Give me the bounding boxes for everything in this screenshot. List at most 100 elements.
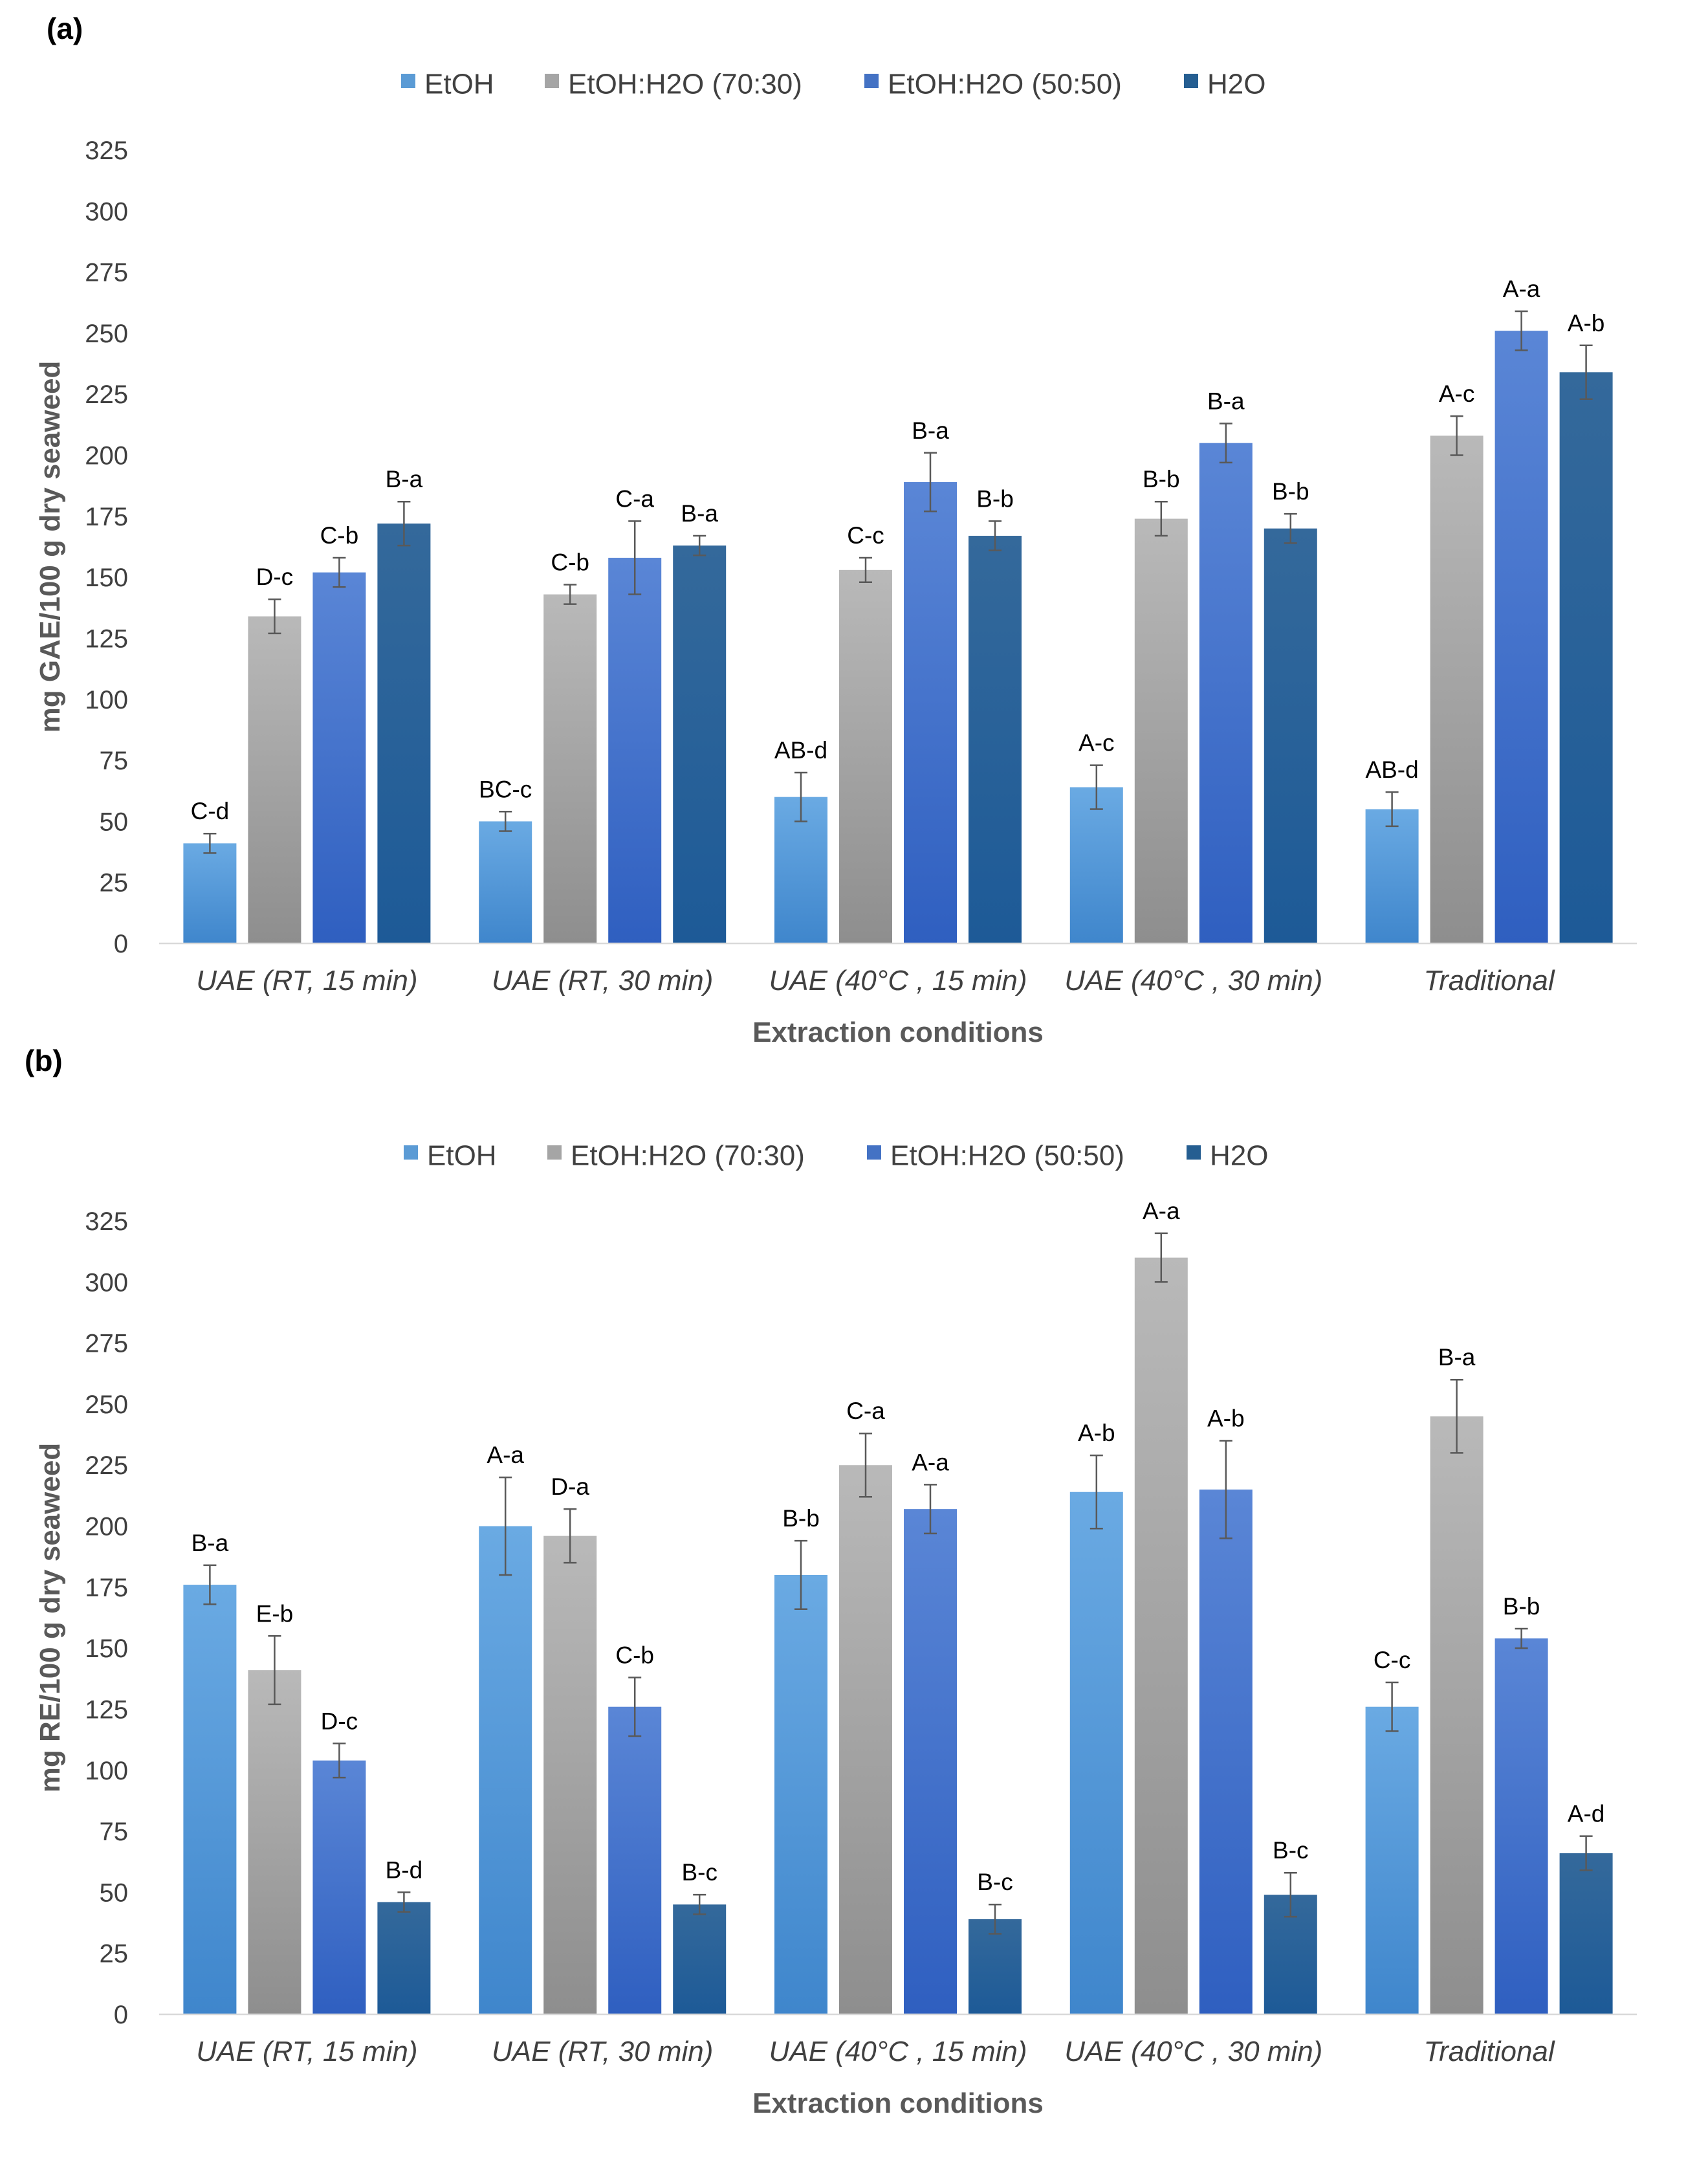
bar-significance-label: A-a xyxy=(487,1442,524,1468)
bar-significance-label: C-d xyxy=(191,798,230,824)
y-tick-label: 300 xyxy=(85,197,128,226)
bar xyxy=(673,1904,727,2014)
bar-significance-label: C-b xyxy=(320,522,359,549)
y-tick-label: 150 xyxy=(85,564,128,592)
bar xyxy=(1134,518,1188,943)
bar-significance-label: C-b xyxy=(551,549,589,575)
panel-label: (a) xyxy=(47,12,83,45)
bar xyxy=(1430,435,1484,943)
x-category-label: UAE (40°C , 30 min) xyxy=(1064,2036,1322,2067)
bar xyxy=(904,1509,957,2014)
bar-significance-label: C-a xyxy=(615,485,654,512)
y-tick-label: 25 xyxy=(100,869,129,897)
x-category-label: UAE (RT, 30 min) xyxy=(492,2036,713,2067)
bar xyxy=(1069,1492,1123,2014)
legend-swatch xyxy=(404,1145,418,1160)
y-tick-label: 250 xyxy=(85,320,128,348)
bar-significance-label: C-a xyxy=(846,1398,885,1424)
bar xyxy=(479,1526,532,2014)
y-tick-label: 0 xyxy=(114,930,128,958)
bar xyxy=(1264,528,1317,943)
y-tick-label: 100 xyxy=(85,686,128,714)
bar-significance-label: B-c xyxy=(977,1869,1013,1895)
bar-significance-label: B-a xyxy=(192,1530,229,1556)
y-tick-label: 50 xyxy=(100,1878,129,1907)
y-tick-label: 125 xyxy=(85,1695,128,1724)
legend-swatch xyxy=(864,74,879,88)
bar-significance-label: A-b xyxy=(1078,1420,1115,1446)
bar-significance-label: B-b xyxy=(1143,466,1180,492)
bar xyxy=(183,1585,237,2014)
bar xyxy=(248,1670,301,2014)
bar xyxy=(479,821,532,943)
legend-label: EtOH xyxy=(424,69,494,100)
y-tick-label: 250 xyxy=(85,1391,128,1419)
legend-swatch xyxy=(545,74,559,88)
bar xyxy=(1559,1853,1613,2014)
bar xyxy=(543,1536,597,2014)
bar xyxy=(839,569,892,943)
x-axis-title: Extraction conditions xyxy=(752,1017,1044,1048)
legend-swatch xyxy=(1184,74,1198,88)
y-tick-label: 175 xyxy=(85,503,128,531)
x-axis-title: Extraction conditions xyxy=(752,2087,1044,2119)
y-tick-label: 50 xyxy=(100,808,129,836)
y-tick-label: 0 xyxy=(114,2001,128,2029)
y-tick-label: 75 xyxy=(100,1818,129,1846)
bar xyxy=(1069,787,1123,943)
x-category-label: UAE (40°C , 15 min) xyxy=(769,965,1027,996)
y-tick-label: 175 xyxy=(85,1574,128,1602)
bar xyxy=(1494,331,1548,943)
bar-significance-label: B-a xyxy=(386,466,423,492)
bar xyxy=(608,1706,662,2014)
bar-significance-label: C-c xyxy=(1374,1647,1411,1673)
bar-significance-label: B-d xyxy=(386,1856,423,1883)
panel-b: (b) EtOH EtOH:H2O (70:30) EtOH:H2O (50:50) H… xyxy=(25,1044,1637,2119)
x-category-label: UAE (RT, 30 min) xyxy=(492,965,713,996)
bar xyxy=(1559,372,1613,943)
bar xyxy=(608,557,662,943)
bar-significance-label: A-c xyxy=(1439,380,1475,407)
bar xyxy=(969,536,1022,943)
legend-label: EtOH:H2O (70:30) xyxy=(571,1140,805,1172)
legend-swatch xyxy=(1187,1145,1201,1160)
bar-significance-label: A-a xyxy=(1503,276,1540,302)
legend-label: EtOH:H2O (70:30) xyxy=(568,69,802,100)
y-axis-title: mg GAE/100 g dry seaweed xyxy=(34,361,66,733)
bar-significance-label: B-b xyxy=(1503,1593,1540,1620)
bar-significance-label: C-c xyxy=(847,522,884,549)
y-tick-label: 275 xyxy=(85,259,128,287)
y-tick-label: 125 xyxy=(85,624,128,653)
bar-significance-label: AB-d xyxy=(1365,756,1418,783)
bar xyxy=(377,523,431,943)
panel-a: (a) EtOH EtOH:H2O (70:30) EtOH:H2O (50:50) H… xyxy=(34,12,1637,1048)
y-tick-label: 325 xyxy=(85,137,128,165)
y-tick-label: 200 xyxy=(85,1513,128,1541)
x-category-label: Traditional xyxy=(1424,2036,1555,2067)
bar xyxy=(183,843,237,943)
y-tick-label: 300 xyxy=(85,1268,128,1297)
bar xyxy=(1199,1489,1253,2014)
y-tick-label: 25 xyxy=(100,1940,129,1968)
bar xyxy=(543,594,597,943)
bar-significance-label: B-c xyxy=(681,1859,717,1886)
x-category-label: Traditional xyxy=(1424,965,1555,996)
y-axis-title: mg RE/100 g dry seaweed xyxy=(34,1443,66,1792)
panel-label: (b) xyxy=(25,1044,63,1077)
bar-significance-label: B-a xyxy=(1438,1344,1476,1371)
bar-significance-label: B-b xyxy=(1272,478,1309,505)
bar xyxy=(1365,809,1419,943)
legend-label: EtOH xyxy=(427,1140,497,1172)
bar xyxy=(774,1574,827,2014)
bar xyxy=(377,1902,431,2014)
bar xyxy=(1134,1257,1188,2014)
legend-label: EtOH:H2O (50:50) xyxy=(890,1140,1124,1172)
y-tick-label: 225 xyxy=(85,380,128,409)
bar xyxy=(1199,443,1253,943)
bar xyxy=(904,482,957,943)
y-tick-label: 100 xyxy=(85,1757,128,1785)
bar xyxy=(312,1760,366,2014)
bar-significance-label: A-b xyxy=(1568,310,1605,336)
bar-significance-label: B-a xyxy=(1207,388,1245,414)
